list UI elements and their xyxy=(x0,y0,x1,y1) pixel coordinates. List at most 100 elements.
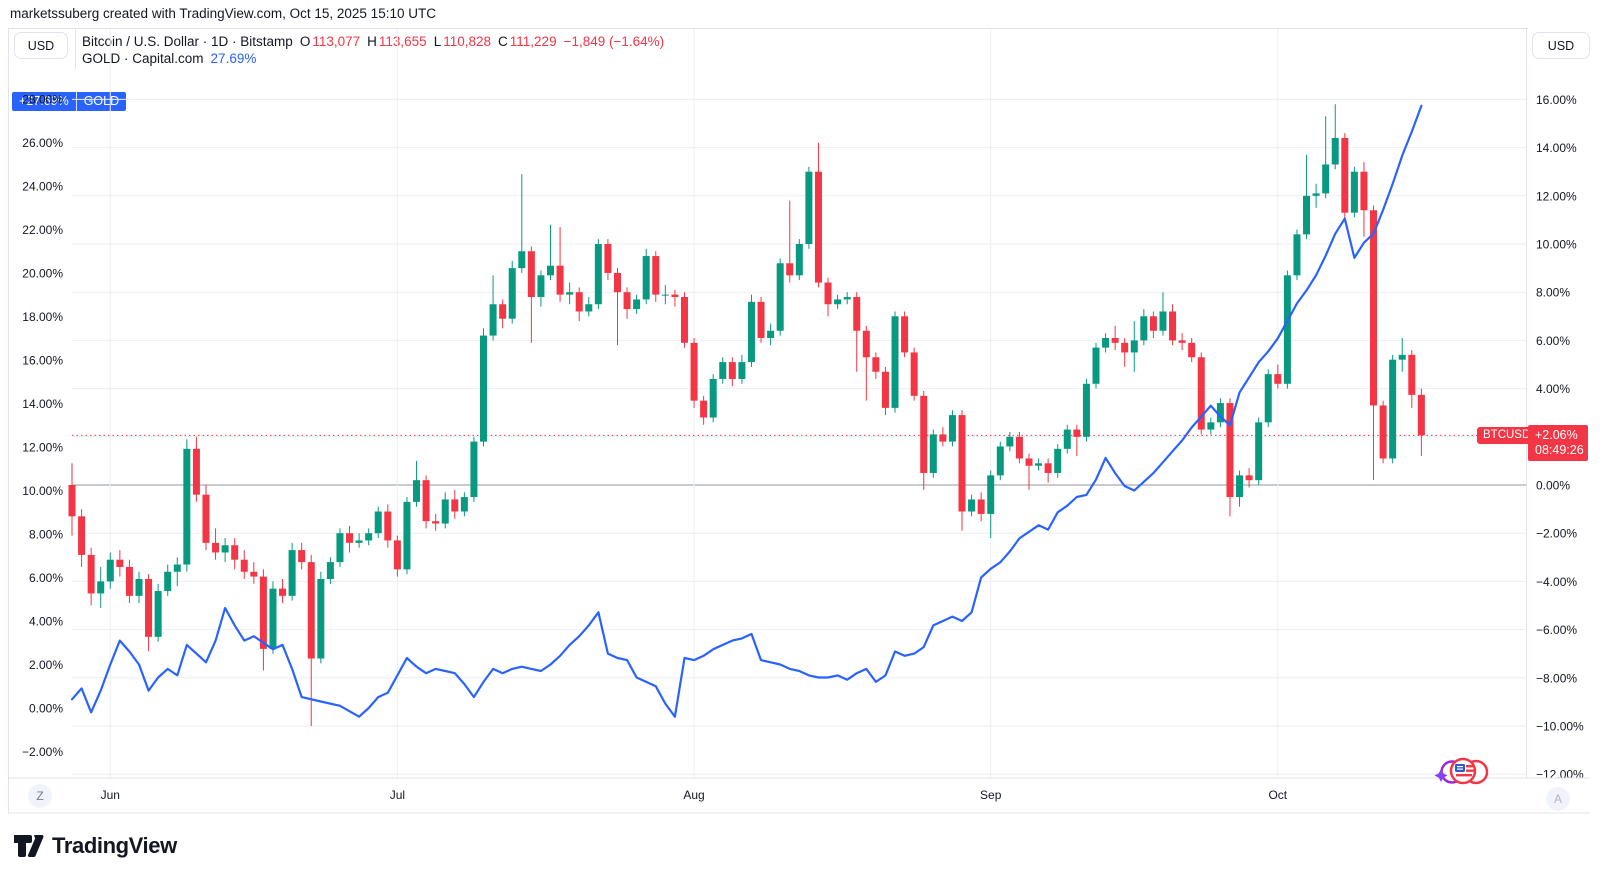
candle-body xyxy=(1015,436,1023,459)
candle-body xyxy=(948,415,956,442)
candle-body xyxy=(575,292,583,312)
left-axis-tick: 14.00% xyxy=(22,397,63,411)
candle-body xyxy=(346,533,354,543)
candle-body xyxy=(566,292,574,295)
candle-body xyxy=(135,578,143,596)
candle-body xyxy=(1044,463,1052,473)
candle-body xyxy=(413,480,421,502)
candle-body xyxy=(1360,171,1368,211)
candle-body xyxy=(317,578,325,659)
candle-body xyxy=(872,357,880,372)
candle-body xyxy=(977,499,985,514)
candle-body xyxy=(1322,164,1330,194)
left-currency-button[interactable]: USD xyxy=(14,32,68,59)
right-axis-tick: −4.00% xyxy=(1536,575,1577,589)
candle-body xyxy=(786,263,794,276)
candle-body xyxy=(853,297,861,331)
left-axis-tick: 12.00% xyxy=(22,441,63,455)
candle-body xyxy=(508,268,516,319)
candle-body xyxy=(106,559,114,582)
candle-body xyxy=(1408,354,1416,395)
left-axis-tick: 16.00% xyxy=(22,354,63,368)
left-axis-tick: 26.00% xyxy=(22,136,63,150)
candle-body xyxy=(613,272,621,293)
candle-body xyxy=(202,494,210,543)
flag-dots-row xyxy=(1457,766,1463,768)
candle-body xyxy=(1303,195,1311,235)
legend-compare-row[interactable]: GOLD · Capital.com 27.69% xyxy=(82,50,664,67)
candle-body xyxy=(1169,311,1177,341)
candle-body xyxy=(1226,403,1234,498)
candle-body xyxy=(1341,137,1349,213)
candle-body xyxy=(1207,422,1215,430)
legend-divider xyxy=(75,29,76,69)
left-border xyxy=(8,28,9,813)
candle-body xyxy=(1417,394,1425,436)
right-axis-tick: −10.00% xyxy=(1536,720,1584,734)
auto-scale-badge-label: A xyxy=(1553,792,1562,806)
candle-body xyxy=(604,244,612,273)
candle-body xyxy=(958,415,966,512)
candle-body xyxy=(585,304,593,312)
candle-body xyxy=(824,282,832,305)
tradingview-logo[interactable]: TradingView xyxy=(14,833,177,859)
right-axis-tick: 0.00% xyxy=(1536,479,1570,493)
tradingview-wordmark: TradingView xyxy=(52,833,177,858)
candle-body xyxy=(652,256,660,295)
candle-body xyxy=(1331,137,1339,165)
candle-body xyxy=(527,251,535,298)
month-label: Oct xyxy=(1268,788,1287,802)
left-edge-badge[interactable]: Z xyxy=(28,784,52,808)
month-label: Jun xyxy=(101,788,120,802)
right-axis-tick: 12.00% xyxy=(1536,189,1577,203)
candle-body xyxy=(700,400,708,418)
candle-body xyxy=(996,446,1004,476)
btc-countdown: 08:49:26 xyxy=(1535,443,1584,457)
flag-canton xyxy=(1455,764,1465,772)
ohlc-close: C 111,229 xyxy=(498,34,557,49)
candle-body xyxy=(939,434,947,442)
candle-body xyxy=(987,475,995,514)
candle-body xyxy=(1149,316,1157,331)
flag-stripe xyxy=(1466,769,1474,772)
candle-body xyxy=(642,256,650,300)
candle-body xyxy=(1255,422,1263,481)
compare-description: GOLD · Capital.com xyxy=(82,51,204,66)
candle-body xyxy=(738,362,746,379)
candle-body xyxy=(269,588,277,649)
candle-body xyxy=(183,448,191,565)
candle-body xyxy=(1245,475,1253,481)
candle-body xyxy=(1188,342,1196,358)
month-label: Jul xyxy=(390,788,405,802)
candle-body xyxy=(240,559,248,572)
candle-body xyxy=(259,576,267,649)
candle-body xyxy=(403,501,411,570)
candle-body xyxy=(1140,316,1148,341)
tradingview-glyph-icon xyxy=(14,834,44,858)
candle-body xyxy=(805,171,813,244)
left-edge-badge-label: Z xyxy=(36,789,44,803)
candle-body xyxy=(1006,436,1014,447)
candle-body xyxy=(690,342,698,401)
candle-body xyxy=(326,562,334,579)
candle-body xyxy=(1092,347,1100,384)
candle-body xyxy=(451,499,459,512)
sparkle-icon xyxy=(1434,769,1448,782)
candle-body xyxy=(125,566,133,596)
candle-body xyxy=(920,395,928,473)
left-axis-tick: 0.00% xyxy=(29,702,63,716)
btc-price-value: +2.06% xyxy=(1535,428,1578,442)
candle-body xyxy=(1102,337,1110,348)
daily-change: −1,849 (−1.64%) xyxy=(563,34,665,49)
candle-body xyxy=(250,571,258,577)
right-currency-button[interactable]: USD xyxy=(1532,32,1590,59)
candle-body xyxy=(489,304,497,336)
candle-body xyxy=(336,533,344,563)
candle-body xyxy=(834,299,842,305)
right-axis-tick: 10.00% xyxy=(1536,238,1577,252)
candle-body xyxy=(661,294,669,296)
auto-scale-badge[interactable]: A xyxy=(1546,787,1570,811)
